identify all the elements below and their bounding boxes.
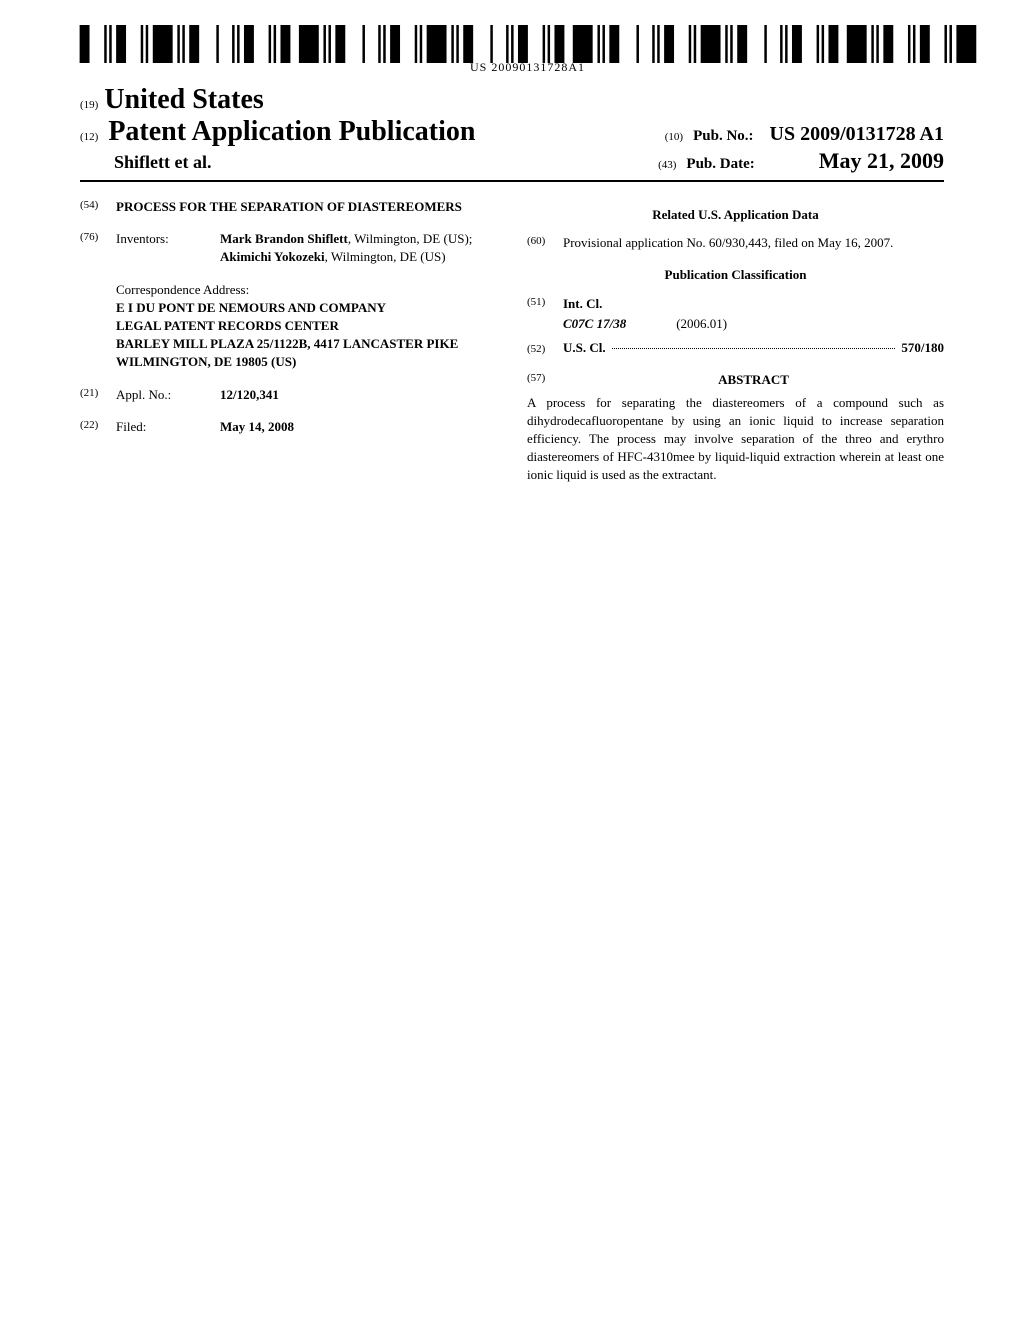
- pub-no-label: Pub. No.:: [693, 128, 753, 144]
- provisional-text: Provisional application No. 60/930,443, …: [563, 234, 944, 252]
- inid-52: (52): [527, 342, 563, 357]
- int-cl-code: C07C 17/38: [563, 315, 626, 333]
- pub-date-label: Pub. Date:: [686, 156, 754, 172]
- classification-heading: Publication Classification: [527, 266, 944, 284]
- us-cl-value: 570/180: [901, 339, 944, 357]
- inid-19: (19): [80, 99, 98, 111]
- right-column: Related U.S. Application Data (60) Provi…: [527, 198, 944, 484]
- inventors-row: (76) Inventors: Mark Brandon Shiflett, W…: [80, 230, 497, 266]
- appl-no-label: Appl. No.:: [116, 386, 220, 404]
- inventor-2-rest: , Wilmington, DE (US): [325, 249, 446, 264]
- filed-row: (22) Filed: May 14, 2008: [80, 418, 497, 436]
- appl-no-row: (21) Appl. No.: 12/120,341: [80, 386, 497, 404]
- abstract-body: A process for separating the diastereome…: [527, 394, 944, 485]
- appl-no-value: 12/120,341: [220, 386, 497, 404]
- abstract-heading-row: (57) ABSTRACT: [527, 371, 944, 389]
- inid-51: (51): [527, 295, 563, 313]
- abstract-heading: ABSTRACT: [563, 371, 944, 389]
- filed-label: Filed:: [116, 418, 220, 436]
- correspondence-label: Correspondence Address:: [116, 281, 497, 299]
- int-cl-date: (2006.01): [676, 315, 727, 333]
- inid-54: (54): [80, 198, 116, 216]
- pub-date-block: (43) Pub. Date: May 21, 2009: [658, 148, 944, 174]
- pub-no-block: (10) Pub. No.: US 2009/0131728 A1: [665, 123, 944, 146]
- barcode-region: ▌║▌║█║▌│║▌║▌█║▌│║▌║█║▌│║▌║▌█║▌│║▌║█║▌│║▌…: [80, 30, 944, 76]
- barcode: ▌║▌║█║▌│║▌║▌█║▌│║▌║█║▌│║▌║▌█║▌│║▌║█║▌│║▌…: [80, 30, 975, 75]
- inventor-1-name: Mark Brandon Shiflett: [220, 231, 348, 246]
- correspondence-line-4: WILMINGTON, DE 19805 (US): [116, 353, 497, 371]
- int-cl-row: (51) Int. Cl.: [527, 295, 944, 313]
- provisional-row: (60) Provisional application No. 60/930,…: [527, 234, 944, 252]
- inid-10: (10): [665, 131, 683, 143]
- inid-60: (60): [527, 234, 563, 252]
- inid-43: (43): [658, 159, 676, 171]
- invention-title: PROCESS FOR THE SEPARATION OF DIASTEREOM…: [116, 198, 462, 216]
- related-heading: Related U.S. Application Data: [527, 206, 944, 224]
- inid-12: (12): [80, 131, 98, 143]
- header-divider: [80, 180, 944, 182]
- inid-22: (22): [80, 418, 116, 436]
- pub-date-value: May 21, 2009: [819, 148, 944, 173]
- inid-21: (21): [80, 386, 116, 404]
- int-cl-label: Int. Cl.: [563, 295, 602, 313]
- correspondence-line-2: LEGAL PATENT RECORDS CENTER: [116, 317, 497, 335]
- inventor-2-name: Akimichi Yokozeki: [220, 249, 325, 264]
- title-row: (54) PROCESS FOR THE SEPARATION OF DIAST…: [80, 198, 497, 216]
- pub-no-value: US 2009/0131728 A1: [770, 123, 944, 145]
- us-cl-label: U.S. Cl.: [563, 339, 606, 357]
- inventors-label: Inventors:: [116, 230, 220, 266]
- correspondence-line-1: E I DU PONT DE NEMOURS AND COMPANY: [116, 299, 497, 317]
- correspondence-line-3: BARLEY MILL PLAZA 25/1122B, 4417 LANCAST…: [116, 335, 497, 353]
- us-cl-dots: [612, 348, 896, 349]
- header-row-1: (19) United States: [80, 84, 944, 116]
- header-row-2: (12) Patent Application Publication (10)…: [80, 116, 944, 148]
- correspondence-block: Correspondence Address: E I DU PONT DE N…: [116, 281, 497, 372]
- header-row-3: Shiflett et al. (43) Pub. Date: May 21, …: [80, 148, 944, 174]
- inid-76: (76): [80, 230, 116, 266]
- int-cl-detail: C07C 17/38 (2006.01): [563, 315, 944, 333]
- barcode-bars: ▌║▌║█║▌│║▌║▌█║▌│║▌║█║▌│║▌║▌█║▌│║▌║█║▌│║▌…: [80, 30, 975, 58]
- doc-type-block: (12) Patent Application Publication: [80, 116, 475, 148]
- filed-value: May 14, 2008: [220, 418, 497, 436]
- document-type: Patent Application Publication: [108, 116, 475, 147]
- left-column: (54) PROCESS FOR THE SEPARATION OF DIAST…: [80, 198, 497, 484]
- authors: Shiflett et al.: [80, 152, 211, 173]
- content-columns: (54) PROCESS FOR THE SEPARATION OF DIAST…: [80, 198, 944, 484]
- document-header: (19) United States (12) Patent Applicati…: [80, 84, 944, 174]
- inventors-value: Mark Brandon Shiflett, Wilmington, DE (U…: [220, 230, 497, 266]
- us-cl-row: (52) U.S. Cl. 570/180: [527, 339, 944, 357]
- country-name: United States: [104, 84, 263, 116]
- inid-57: (57): [527, 371, 563, 389]
- inventor-1-rest: , Wilmington, DE (US);: [348, 231, 473, 246]
